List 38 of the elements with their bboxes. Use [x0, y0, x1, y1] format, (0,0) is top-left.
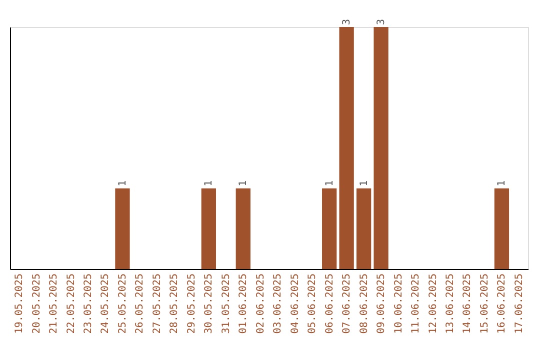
data-label: 1 — [204, 180, 215, 186]
data-label: 3 — [342, 18, 353, 25]
x-tick-label: 29.05.2025 — [186, 274, 198, 334]
x-tick-label: 21.05.2025 — [48, 274, 60, 334]
x-tick-label: 23.05.2025 — [83, 274, 94, 334]
x-tick-label: 26.05.2025 — [134, 274, 146, 334]
x-tick-label: 12.06.2025 — [428, 274, 439, 334]
x-tick-label: 01.06.2025 — [238, 274, 250, 334]
x-tick-label: 28.05.2025 — [169, 274, 180, 334]
x-tick-label: 30.05.2025 — [204, 274, 215, 334]
x-tick-label: 04.06.2025 — [290, 274, 301, 334]
x-tick-label: 17.06.2025 — [514, 274, 525, 334]
x-tick-label: 07.06.2025 — [342, 274, 353, 334]
x-tick-label: 27.05.2025 — [152, 274, 163, 334]
x-tick-label: 15.06.2025 — [479, 274, 490, 334]
x-tick-label: 05.06.2025 — [307, 274, 318, 334]
x-tick-label: 13.06.2025 — [445, 274, 456, 334]
x-tick-label: 31.05.2025 — [220, 274, 232, 334]
x-tick-label: 22.05.2025 — [66, 274, 77, 334]
x-tick-label: 08.06.2025 — [358, 274, 370, 334]
x-tick-label: 25.05.2025 — [117, 274, 128, 334]
data-label: 1 — [324, 180, 336, 186]
x-tick-label: 06.06.2025 — [324, 274, 336, 334]
x-tick-label: 02.06.2025 — [255, 274, 266, 334]
data-label: 3 — [376, 18, 388, 25]
data-label: 1 — [358, 180, 370, 186]
x-tick-label: 03.06.2025 — [272, 274, 284, 334]
x-tick-label: 09.06.2025 — [376, 274, 388, 334]
x-tick-label: 11.06.2025 — [410, 274, 422, 334]
x-tick-label: 20.05.2025 — [31, 274, 42, 334]
x-tick-label: 16.06.2025 — [496, 274, 508, 334]
x-tick-label: 14.06.2025 — [462, 274, 474, 334]
x-tick-label: 10.06.2025 — [393, 274, 404, 334]
data-label: 1 — [496, 180, 508, 186]
data-label: 1 — [238, 180, 250, 186]
x-tick-label: 24.05.2025 — [100, 274, 112, 334]
data-label: 1 — [117, 180, 128, 186]
x-tick-label: 19.05.2025 — [14, 274, 26, 334]
